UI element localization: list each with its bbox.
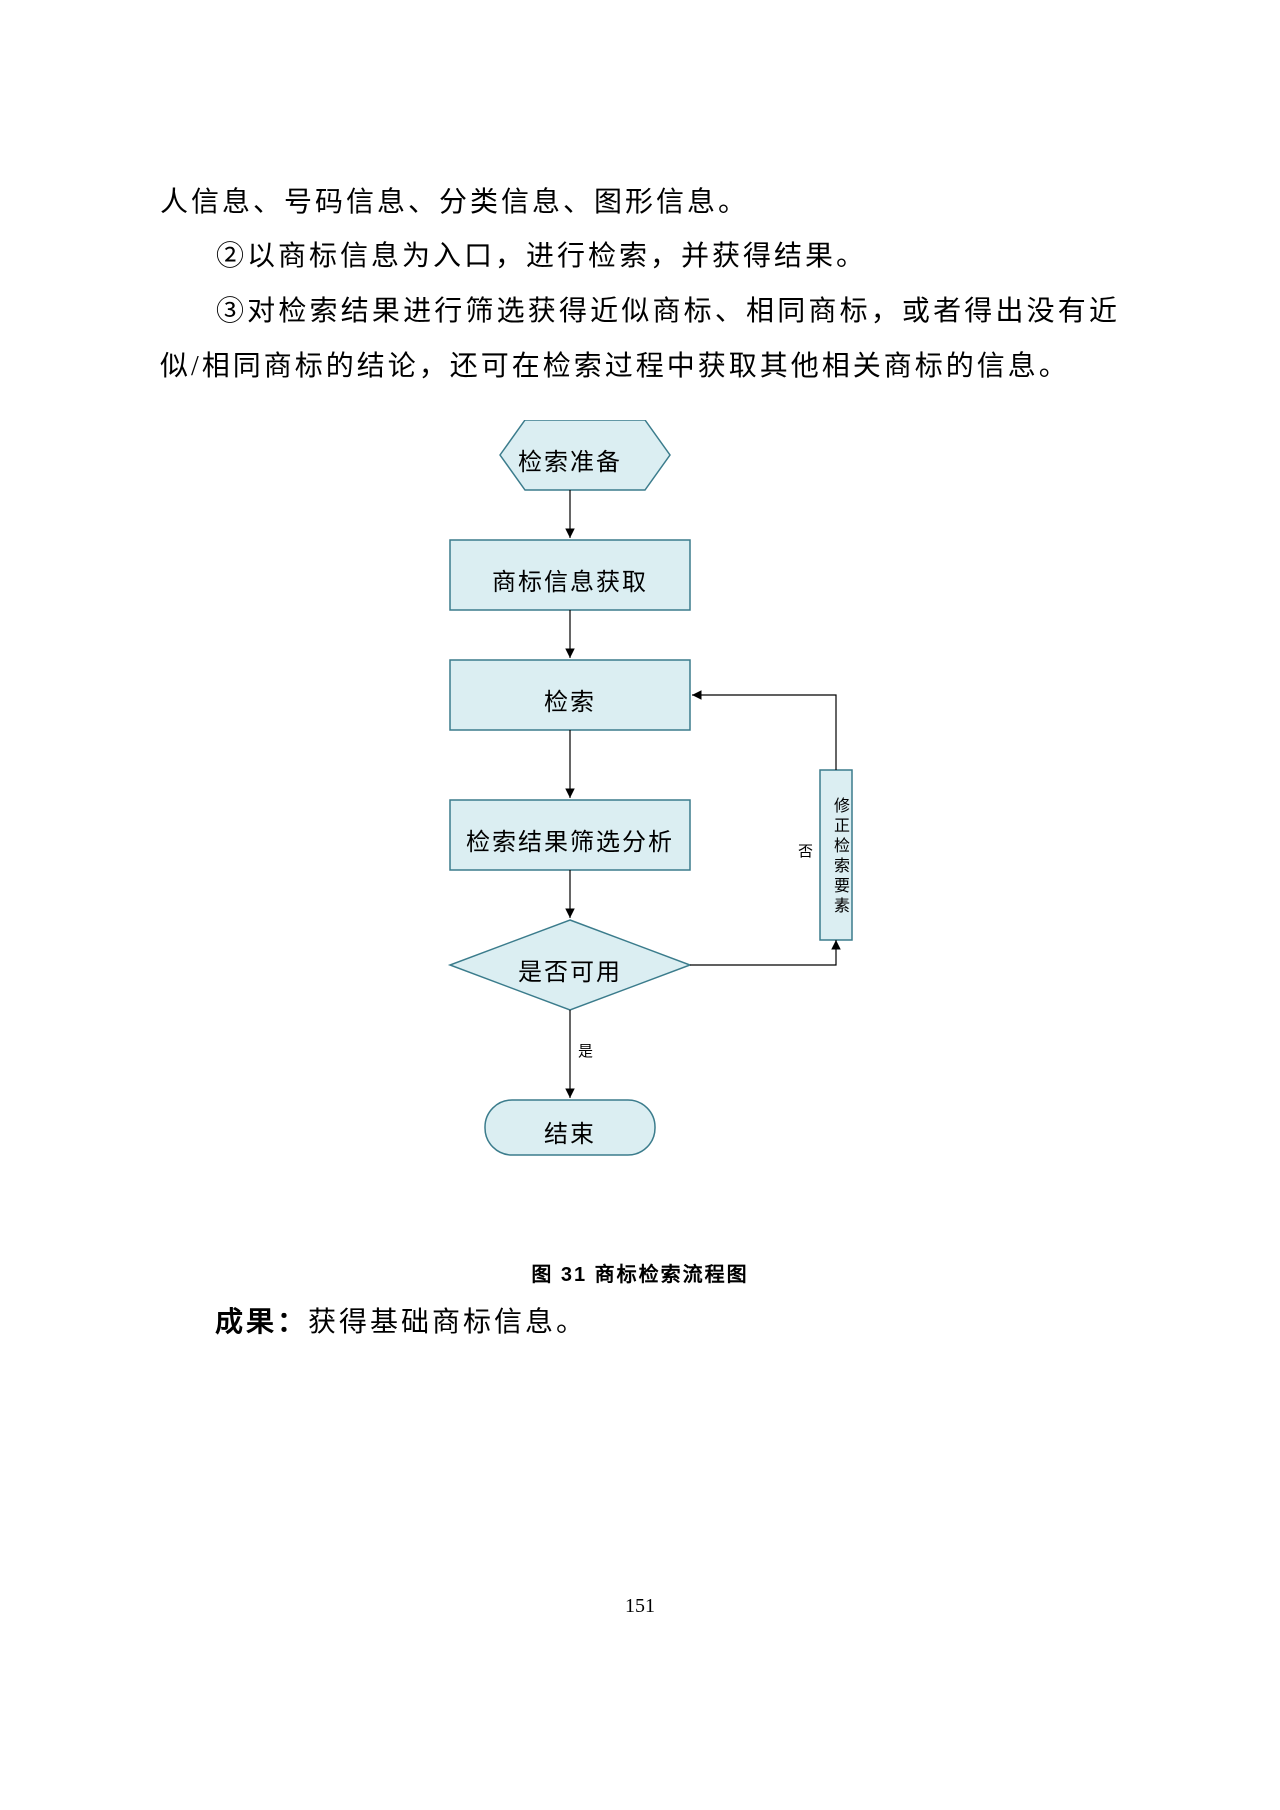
label-search: 检索 bbox=[450, 682, 690, 717]
label-acquire: 商标信息获取 bbox=[450, 562, 690, 597]
label-revise: 修正检索要素 bbox=[827, 782, 851, 932]
paragraph-2: ②以商标信息为入口，进行检索，并获得结果。 bbox=[160, 230, 1120, 285]
label-decide: 是否可用 bbox=[450, 952, 690, 987]
result-label: 成果： bbox=[215, 1306, 308, 1337]
edge-label-no: 否 bbox=[798, 840, 813, 861]
label-end: 结束 bbox=[485, 1114, 655, 1149]
edge-label-yes: 是 bbox=[578, 1040, 593, 1061]
edge-revise-search bbox=[692, 695, 836, 770]
label-prep: 检索准备 bbox=[470, 442, 670, 477]
paragraph-3: ③对检索结果进行筛选获得近似商标、相同商标，或者得出没有近似/相同商标的结论，还… bbox=[160, 285, 1120, 394]
result-body: 获得基础商标信息。 bbox=[308, 1307, 587, 1338]
page-number: 151 bbox=[0, 1595, 1280, 1618]
result-line: 成果：获得基础商标信息。 bbox=[215, 1300, 587, 1340]
flowchart-container: 检索准备 商标信息获取 检索 检索结果筛选分析 是否可用 结束 修正检索要素 是… bbox=[400, 420, 940, 1240]
figure-caption: 图 31 商标检索流程图 bbox=[0, 1258, 1280, 1287]
edge-decide-revise bbox=[690, 940, 836, 965]
document-page: 人信息、号码信息、分类信息、图形信息。 ②以商标信息为入口，进行检索，并获得结果… bbox=[0, 0, 1280, 1810]
label-filter: 检索结果筛选分析 bbox=[450, 822, 690, 857]
paragraph-1: 人信息、号码信息、分类信息、图形信息。 bbox=[160, 176, 1120, 231]
